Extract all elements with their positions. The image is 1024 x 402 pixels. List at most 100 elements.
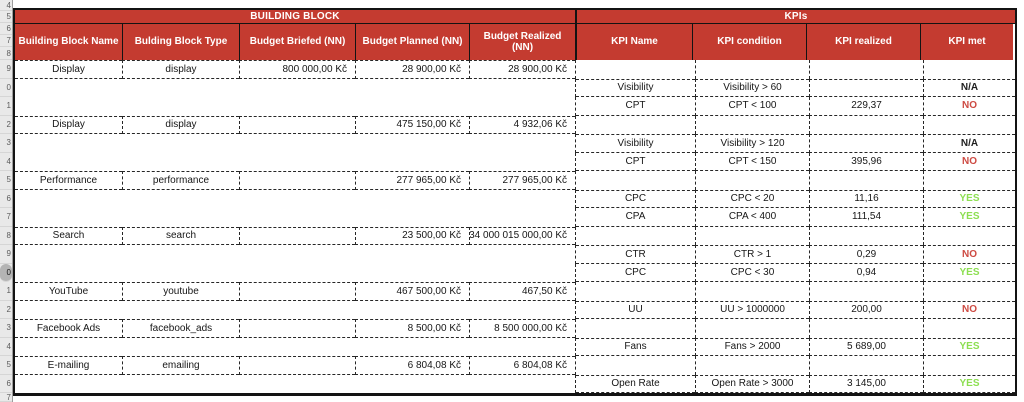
empty-cell[interactable] — [576, 356, 695, 375]
column-header-bulding-block-type[interactable]: Bulding Block Type — [122, 24, 239, 60]
empty-cell[interactable] — [923, 282, 1015, 301]
column-header-kpi-realized[interactable]: KPI realized — [806, 24, 920, 60]
row-number[interactable]: 1 — [0, 97, 12, 116]
budget-planned-cell[interactable]: 28 900,00 Kč — [355, 60, 469, 79]
kpi-name-cell[interactable]: CTR — [576, 245, 695, 264]
empty-cell[interactable] — [809, 356, 923, 375]
empty-cell[interactable] — [15, 153, 575, 172]
budget-briefed-cell[interactable] — [239, 171, 355, 190]
row-number[interactable]: 5 — [0, 11, 12, 23]
row-number[interactable]: 4 — [0, 153, 12, 171]
building-block-type-cell[interactable]: facebook_ads — [122, 319, 239, 338]
empty-cell[interactable] — [576, 171, 695, 190]
building-block-name-cell[interactable]: Display — [15, 60, 122, 79]
empty-cell[interactable] — [923, 115, 1015, 134]
row-number[interactable]: 9 — [0, 60, 12, 79]
kpi-realized-cell[interactable] — [809, 78, 923, 97]
building-block-name-cell[interactable]: E-mailing — [15, 356, 122, 375]
row-number[interactable]: 1 — [0, 282, 12, 301]
empty-cell[interactable] — [809, 319, 923, 338]
empty-cell[interactable] — [15, 190, 575, 209]
building-block-name-cell[interactable]: Display — [15, 115, 122, 134]
building-block-name-cell[interactable]: Facebook Ads — [15, 319, 122, 338]
kpi-realized-cell[interactable]: 5 689,00 — [809, 337, 923, 356]
kpi-name-cell[interactable]: Visibility — [576, 78, 695, 97]
budget-briefed-cell[interactable] — [239, 319, 355, 338]
empty-cell[interactable] — [809, 282, 923, 301]
empty-cell[interactable] — [15, 245, 575, 264]
budget-planned-cell[interactable]: 6 804,08 Kč — [355, 356, 469, 375]
row-number[interactable]: 2 — [0, 116, 12, 134]
empty-cell[interactable] — [15, 375, 575, 394]
empty-cell[interactable] — [809, 171, 923, 190]
budget-planned-cell[interactable]: 8 500,00 Kč — [355, 319, 469, 338]
kpi-met-cell[interactable]: N/A — [923, 134, 1015, 153]
empty-cell[interactable] — [15, 97, 575, 116]
budget-planned-cell[interactable]: 277 965,00 Kč — [355, 171, 469, 190]
empty-cell[interactable] — [695, 282, 809, 301]
kpi-met-cell[interactable]: YES — [923, 263, 1015, 282]
kpi-realized-cell[interactable]: 200,00 — [809, 300, 923, 319]
column-header-building-block-name[interactable]: Building Block Name — [15, 24, 122, 60]
kpi-condition-cell[interactable]: Visibility > 120 — [695, 134, 809, 153]
building-block-name-cell[interactable]: Performance — [15, 171, 122, 190]
empty-cell[interactable] — [695, 171, 809, 190]
kpi-realized-cell[interactable] — [809, 134, 923, 153]
kpi-name-cell[interactable]: CPC — [576, 189, 695, 208]
empty-cell[interactable] — [923, 319, 1015, 338]
empty-cell[interactable] — [923, 60, 1015, 79]
kpi-met-cell[interactable]: NO — [923, 152, 1015, 171]
empty-cell[interactable] — [923, 356, 1015, 375]
building-block-type-cell[interactable]: display — [122, 115, 239, 134]
budget-planned-cell[interactable]: 467 500,00 Kč — [355, 282, 469, 301]
kpi-name-cell[interactable]: CPT — [576, 153, 695, 171]
column-header-budget-realized-nn[interactable]: Budget Realized (NN) — [469, 24, 575, 60]
row-number[interactable]: 4 — [0, 0, 12, 11]
empty-cell[interactable] — [809, 60, 923, 79]
empty-cell[interactable] — [695, 356, 809, 375]
empty-cell[interactable] — [923, 171, 1015, 190]
empty-cell[interactable] — [15, 338, 575, 357]
empty-cell[interactable] — [695, 319, 809, 338]
row-number[interactable]: 6 — [0, 190, 12, 208]
kpi-condition-cell[interactable]: CPT < 150 — [695, 152, 809, 171]
empty-cell[interactable] — [695, 60, 809, 79]
budget-realized-cell[interactable]: 467,50 Kč — [469, 282, 575, 301]
budget-briefed-cell[interactable] — [239, 226, 355, 245]
row-number[interactable]: 7 — [0, 393, 12, 402]
kpi-condition-cell[interactable]: CPA < 400 — [695, 208, 809, 227]
empty-cell[interactable] — [923, 226, 1015, 245]
building-block-type-cell[interactable]: emailing — [122, 356, 239, 375]
row-number[interactable]: 7 — [0, 208, 12, 227]
column-header-kpi-name[interactable]: KPI Name — [575, 24, 692, 60]
column-header-kpi-condition[interactable]: KPI condition — [692, 24, 806, 60]
kpi-realized-cell[interactable]: 395,96 — [809, 152, 923, 171]
row-number[interactable]: 8 — [0, 227, 12, 245]
kpi-realized-cell[interactable]: 0,29 — [809, 245, 923, 264]
kpi-met-cell[interactable]: NO — [923, 300, 1015, 319]
kpi-condition-cell[interactable]: CPC < 30 — [695, 263, 809, 282]
kpi-met-cell[interactable]: NO — [923, 97, 1015, 116]
column-header-budget-briefed-nn[interactable]: Budget Briefed (NN) — [239, 24, 355, 60]
row-number[interactable]: 3 — [0, 134, 12, 153]
column-header-kpi-met[interactable]: KPI met — [920, 24, 1013, 60]
kpi-condition-cell[interactable]: CPC < 20 — [695, 189, 809, 208]
empty-cell[interactable] — [576, 319, 695, 338]
empty-cell[interactable] — [576, 116, 695, 135]
building-block-type-cell[interactable]: youtube — [122, 282, 239, 301]
budget-realized-cell[interactable]: 4 932,06 Kč — [469, 115, 575, 134]
kpi-condition-cell[interactable]: UU > 1000000 — [695, 300, 809, 319]
empty-cell[interactable] — [809, 226, 923, 245]
kpi-met-cell[interactable]: YES — [923, 208, 1015, 227]
kpi-condition-cell[interactable]: Visibility > 60 — [695, 78, 809, 97]
kpi-condition-cell[interactable]: Open Rate > 3000 — [695, 374, 809, 393]
row-number[interactable]: 7 — [0, 35, 12, 47]
row-number[interactable]: 4 — [0, 338, 12, 356]
kpi-name-cell[interactable]: Open Rate — [576, 374, 695, 393]
empty-cell[interactable] — [695, 115, 809, 134]
kpi-met-cell[interactable]: YES — [923, 189, 1015, 208]
row-number[interactable]: 5 — [0, 171, 12, 190]
empty-cell[interactable] — [15, 264, 575, 283]
kpi-realized-cell[interactable]: 229,37 — [809, 97, 923, 116]
empty-cell[interactable] — [15, 79, 575, 98]
